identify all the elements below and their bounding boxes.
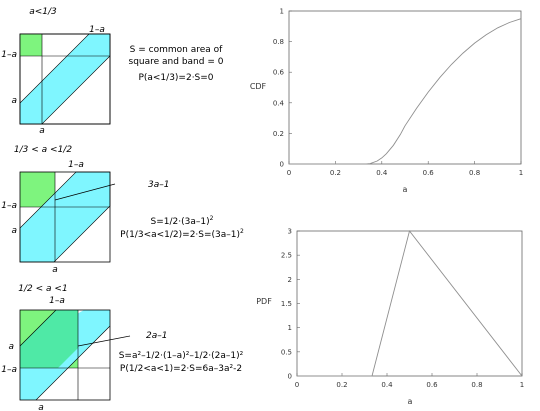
cdf-y-tick-label: 0 xyxy=(280,161,284,169)
pdf-x-tick-label: 0.2 xyxy=(336,381,347,389)
panel-3-bottom-label: a xyxy=(38,403,44,411)
pdf-y-axis-label: PDF xyxy=(256,297,272,306)
pdf-x-tick-label: 0.6 xyxy=(426,381,438,389)
panel-3-formula-line-2: P(1/2<a<1)=2·S=6a–3a²-2 xyxy=(120,364,242,374)
cdf-y-tick-label: 0.4 xyxy=(273,99,285,107)
panel-2-bottom-label: a xyxy=(52,265,58,275)
panel-3-overlap xyxy=(20,310,78,368)
pdf-x-tick-label: 1 xyxy=(520,381,524,389)
pdf-x-tick-label: 0 xyxy=(295,381,299,389)
panel-2-title: 1/3 < a <1/2 xyxy=(14,145,72,155)
panel-3-formula-line-1: S=a²–1/2·(1–a)²–1/2·(2a–1)² xyxy=(119,351,244,361)
cdf-x-tick-label: 1 xyxy=(519,169,523,177)
panel-3-title: 1/2 < a <1 xyxy=(18,284,67,294)
pdf-y-tick-label: 2 xyxy=(288,276,292,284)
panel-2-formula-line-2: P(1/3<a<1/2)=2·S=(3a–1)2 xyxy=(120,228,244,240)
pdf-x-tick-label: 0.4 xyxy=(381,381,393,389)
cdf-x-tick-label: 0 xyxy=(287,169,291,177)
pdf-y-tick-label: 2.5 xyxy=(281,252,292,260)
cdf-chart: CDF a 0 0.2 0.4 0.6 0.8 1 0 0.2 0.4 0.6 0.8 1 xyxy=(250,8,523,195)
panel-a-half-to-one: 1/2 < a <1 1–a a 1–a a 2a–1 S=a²–1/2·(1–… xyxy=(1,284,243,411)
pdf-series-line xyxy=(297,230,523,377)
panel-3-callout-line xyxy=(77,335,131,347)
panel-3-callout-label: 2a–1 xyxy=(146,331,167,341)
pdf-y-tick-label: 0 xyxy=(288,373,292,381)
cdf-x-tick-label: 0.6 xyxy=(423,169,435,177)
cdf-y-tick-label: 1 xyxy=(280,8,284,16)
panel-3-left-label-bottom: 1–a xyxy=(1,365,17,375)
cdf-x-tick-label: 0.4 xyxy=(376,169,388,177)
cdf-series-line xyxy=(289,18,522,165)
panel-2-callout-label: 3a–1 xyxy=(148,180,169,190)
pdf-chart: PDF a 0 0.2 0.4 0.6 0.8 1 0 0.5 1 1.5 2 2.5 3 xyxy=(256,228,524,407)
cdf-plot-frame xyxy=(288,10,522,165)
panel-1-title: a<1/3 xyxy=(29,7,57,17)
panel-2-green-square xyxy=(20,172,55,207)
panel-1-bottom-label: a xyxy=(39,126,45,136)
panel-3-top-label: 1–a xyxy=(49,296,65,306)
panel-1-left-label-top: 1–a xyxy=(1,50,17,60)
panel-1-note-line-1: S = common area of xyxy=(130,45,223,55)
panel-a-third-to-half: 1/3 < a <1/2 1–a 1–a a a 3a–1 S=1/2·(3a–… xyxy=(1,145,244,275)
panel-1-left-label-bottom: a xyxy=(11,96,17,106)
pdf-x-axis-label: a xyxy=(408,397,413,406)
cdf-x-tick-label: 0.2 xyxy=(330,169,341,177)
panel-3-left-label-top: a xyxy=(8,342,14,352)
panel-2-callout-line xyxy=(54,183,116,201)
cdf-y-axis-label: CDF xyxy=(250,82,267,91)
panel-2-left-label-top: 1–a xyxy=(1,201,17,211)
panel-1-formula: P(a<1/3)=2·S=0 xyxy=(138,73,213,83)
cdf-x-tick-label: 0.8 xyxy=(469,169,480,177)
cdf-y-tick-label: 0.8 xyxy=(273,38,284,46)
panel-1-green-square xyxy=(20,34,42,56)
panel-1-top-label: 1–a xyxy=(89,25,105,35)
panel-2-top-label: 1–a xyxy=(68,160,84,170)
pdf-plot-frame xyxy=(296,230,523,377)
pdf-y-tick-label: 3 xyxy=(288,228,292,236)
cdf-y-tick-label: 0.2 xyxy=(273,130,284,138)
panel-2-left-label-bottom: a xyxy=(11,226,17,236)
pdf-y-tick-label: 1 xyxy=(288,324,292,332)
pdf-y-tick-label: 0.5 xyxy=(281,348,292,356)
panel-1-note-line-2: square and band = 0 xyxy=(129,57,224,67)
panel-a-less-third: a<1/3 1–a 1–a a a S = common area of squ… xyxy=(1,7,223,136)
pdf-x-tick-label: 0.8 xyxy=(471,381,482,389)
pdf-y-tick-label: 1.5 xyxy=(281,300,292,308)
panel-2-formula-line-1: S=1/2·(3a–1)2 xyxy=(151,215,214,227)
cdf-y-tick-label: 0.6 xyxy=(273,69,285,77)
cdf-x-axis-label: a xyxy=(403,185,408,194)
